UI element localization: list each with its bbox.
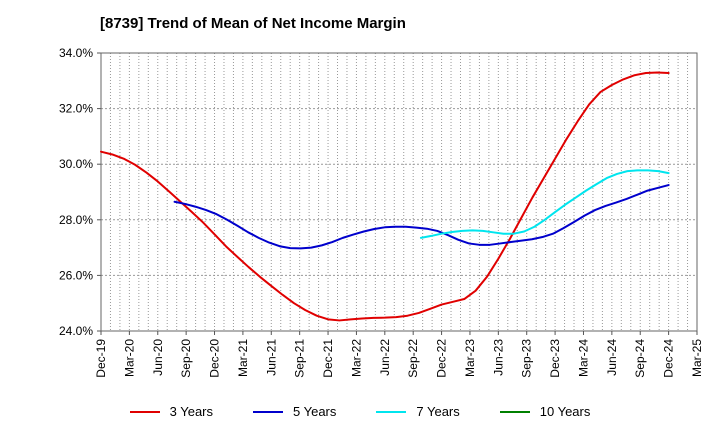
- x-tick-label: Mar-20: [122, 339, 136, 377]
- chart-title: [8739] Trend of Mean of Net Income Margi…: [100, 15, 406, 32]
- x-tick-label: Dec-24: [662, 339, 676, 378]
- x-tick-label: Dec-23: [548, 339, 562, 378]
- x-tick-label: Sep-20: [179, 339, 193, 378]
- x-tick-label: Dec-19: [94, 339, 108, 378]
- legend-label-5-years: 5 Years: [293, 404, 337, 419]
- legend-item-7-years: 7 Years: [376, 404, 460, 419]
- x-tick-labels: Dec-19 Mar-20 Jun-20 Sep-20 Dec-20 Mar-21 Jun-…: [94, 339, 704, 378]
- plot-frame: [100, 52, 698, 332]
- legend-item-3-years: 3 Years: [129, 404, 213, 419]
- y-tick-labels: 24.0% 26.0% 28.0% 30.0% 32.0% 34.0%: [59, 46, 93, 338]
- legend-swatch-7-years: [376, 410, 407, 413]
- x-tick-label: Mar-22: [349, 339, 363, 377]
- x-tick-label: Mar-23: [463, 339, 477, 377]
- x-tick-label: Jun-21: [264, 339, 278, 376]
- y-tick-label: 26.0%: [59, 268, 93, 282]
- series-line-5-years: [173, 184, 670, 250]
- x-tick-label: Mar-21: [236, 339, 250, 377]
- x-tick-label: Jun-20: [151, 339, 165, 376]
- legend-swatch-10-years: [499, 410, 530, 413]
- y-tick-label: 24.0%: [59, 324, 93, 338]
- line-chart: 24.0% 26.0% 28.0% 30.0% 32.0% 34.0% Dec-19 Mar…: [59, 46, 704, 378]
- grid: [101, 53, 697, 331]
- x-tick-label: Dec-22: [435, 339, 449, 378]
- x-tick-label: Sep-24: [633, 339, 647, 378]
- x-tick-label: Dec-20: [208, 339, 222, 378]
- axes: [97, 52, 698, 335]
- series-lines: [100, 71, 670, 322]
- x-tick-label: Mar-24: [576, 339, 590, 377]
- x-tick-label: Jun-24: [605, 339, 619, 376]
- legend-label-3-years: 3 Years: [169, 404, 213, 419]
- legend-item-10-years: 10 Years: [499, 404, 591, 419]
- legend-item-5-years: 5 Years: [253, 404, 336, 419]
- legend-swatch-5-years: [253, 410, 283, 413]
- legend-label-7-years: 7 Years: [416, 404, 460, 419]
- series-line-7-years: [419, 169, 670, 239]
- legend: 3 Years 5 Years 7 Years 10 Years: [0, 404, 720, 419]
- y-tick-label: 28.0%: [59, 213, 93, 227]
- y-tick-label: 34.0%: [59, 46, 93, 60]
- x-tick-label: Jun-22: [378, 339, 392, 376]
- x-tick-label: Jun-23: [491, 339, 505, 376]
- y-tick-label: 30.0%: [59, 157, 93, 171]
- legend-label-10-years: 10 Years: [539, 404, 591, 419]
- series-line-3-years: [100, 71, 670, 322]
- x-tick-label: Sep-21: [293, 339, 307, 378]
- x-tick-label: Sep-22: [406, 339, 420, 378]
- legend-swatch-3-years: [129, 410, 160, 413]
- y-tick-label: 32.0%: [59, 102, 93, 116]
- x-tick-label: Mar-25: [690, 339, 704, 377]
- x-tick-label: Sep-23: [520, 339, 534, 378]
- x-tick-label: Dec-21: [321, 339, 335, 378]
